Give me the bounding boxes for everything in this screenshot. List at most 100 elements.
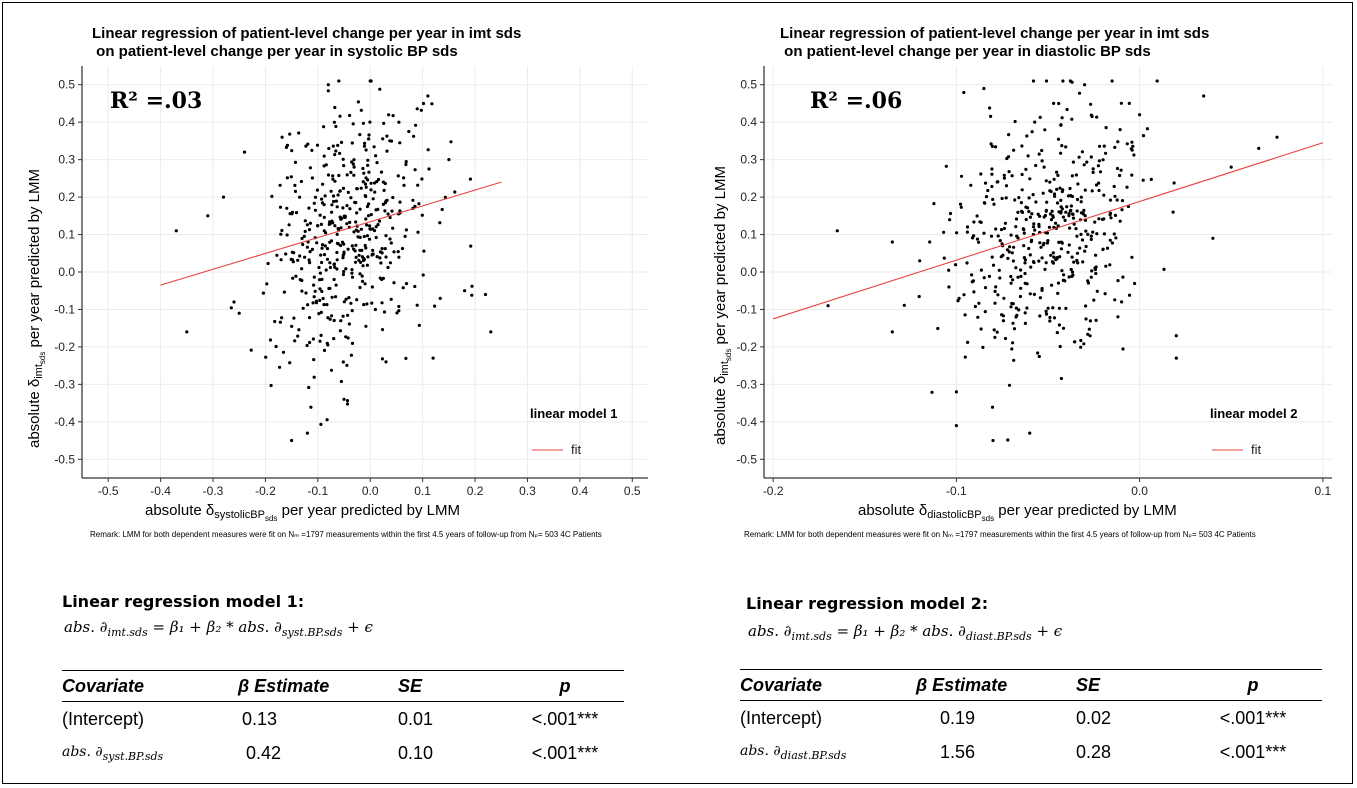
data-point — [322, 125, 326, 129]
scatter-chart-systolic: Linear regression of patient-level chang… — [26, 25, 648, 539]
data-point — [338, 189, 342, 193]
data-point — [1084, 304, 1088, 308]
data-point — [421, 273, 425, 277]
data-point — [975, 237, 980, 241]
data-point — [411, 198, 415, 202]
data-point — [364, 185, 368, 189]
x-tick-label: -0.2 — [255, 484, 276, 498]
data-point — [433, 304, 437, 308]
data-point — [407, 129, 411, 134]
data-point — [341, 256, 345, 260]
data-point — [1079, 345, 1083, 349]
data-point — [463, 289, 467, 293]
data-point — [998, 239, 1002, 243]
data-point — [1054, 221, 1058, 225]
data-point — [1089, 234, 1093, 238]
y-axis-label: absolute δimtsds per year predicted by L… — [712, 166, 733, 445]
data-point — [1060, 116, 1064, 120]
data-point — [1093, 266, 1097, 270]
data-point — [242, 150, 247, 154]
data-point — [348, 113, 352, 118]
data-point — [320, 197, 324, 201]
data-point — [306, 142, 310, 146]
data-point — [1052, 316, 1057, 320]
data-point — [1089, 155, 1093, 159]
data-point — [1061, 215, 1065, 219]
data-point — [346, 313, 350, 317]
data-point — [430, 102, 434, 106]
data-point — [317, 312, 321, 316]
data-point — [288, 132, 292, 136]
scatter-chart-diastolic: Linear regression of patient-level chang… — [712, 25, 1332, 539]
data-point — [449, 140, 453, 144]
data-point — [977, 240, 981, 244]
data-point — [332, 120, 336, 124]
data-point — [993, 289, 997, 293]
data-point — [398, 141, 402, 145]
data-point — [369, 181, 373, 185]
data-point — [1042, 165, 1046, 169]
data-point — [942, 256, 946, 260]
data-point — [420, 213, 424, 217]
data-point — [1089, 275, 1093, 279]
data-point — [1062, 273, 1066, 277]
data-point — [312, 275, 316, 279]
data-point — [415, 303, 419, 307]
data-point — [1027, 246, 1031, 251]
data-point — [1125, 142, 1129, 146]
data-point — [1051, 214, 1055, 218]
data-point — [1078, 246, 1082, 250]
data-point — [1068, 226, 1072, 230]
data-point — [412, 134, 416, 138]
data-point — [336, 143, 340, 147]
data-point — [1034, 200, 1038, 204]
data-point — [948, 218, 952, 222]
data-point — [1145, 127, 1149, 131]
y-tick-label: -0.3 — [54, 377, 75, 391]
data-point — [358, 207, 362, 211]
data-point — [367, 170, 371, 174]
data-point — [232, 300, 236, 304]
x-tick-label: 0.5 — [624, 484, 641, 498]
chart-title-line2: on patient-level change per year in dias… — [780, 43, 1151, 60]
data-point — [1090, 189, 1094, 193]
data-point — [321, 296, 325, 301]
data-point — [354, 220, 358, 224]
data-point — [350, 268, 354, 272]
data-point — [366, 163, 370, 167]
data-point — [366, 158, 370, 162]
data-point — [348, 207, 352, 211]
data-point — [299, 179, 303, 184]
data-point — [447, 158, 451, 162]
data-point — [363, 243, 367, 248]
data-point — [268, 338, 273, 342]
data-point — [305, 245, 309, 249]
covariate-cell: (Intercept) — [62, 708, 145, 729]
y-tick-label: -0.2 — [736, 340, 757, 354]
data-point — [963, 313, 967, 317]
data-point — [930, 390, 934, 394]
data-point — [420, 177, 424, 181]
data-point — [1097, 159, 1101, 163]
data-point — [350, 244, 354, 248]
data-point — [314, 301, 319, 305]
data-point — [362, 144, 366, 148]
y-tick-label: -0.1 — [736, 302, 757, 316]
data-point — [981, 345, 985, 349]
data-point — [301, 242, 305, 247]
y-tick-label: -0.1 — [54, 302, 75, 316]
data-point — [1108, 238, 1112, 242]
legend-entry-fit: fit — [1251, 442, 1262, 457]
data-point — [1040, 256, 1044, 260]
data-point — [1011, 259, 1015, 263]
data-point — [292, 316, 296, 320]
data-point — [373, 190, 377, 194]
data-point — [1080, 238, 1085, 242]
data-point — [398, 200, 402, 204]
data-point — [1042, 215, 1046, 219]
data-point — [1028, 431, 1032, 435]
data-point — [332, 318, 336, 323]
y-tick-label: 0.4 — [740, 115, 757, 129]
data-point — [328, 317, 332, 321]
data-point — [1102, 193, 1106, 197]
